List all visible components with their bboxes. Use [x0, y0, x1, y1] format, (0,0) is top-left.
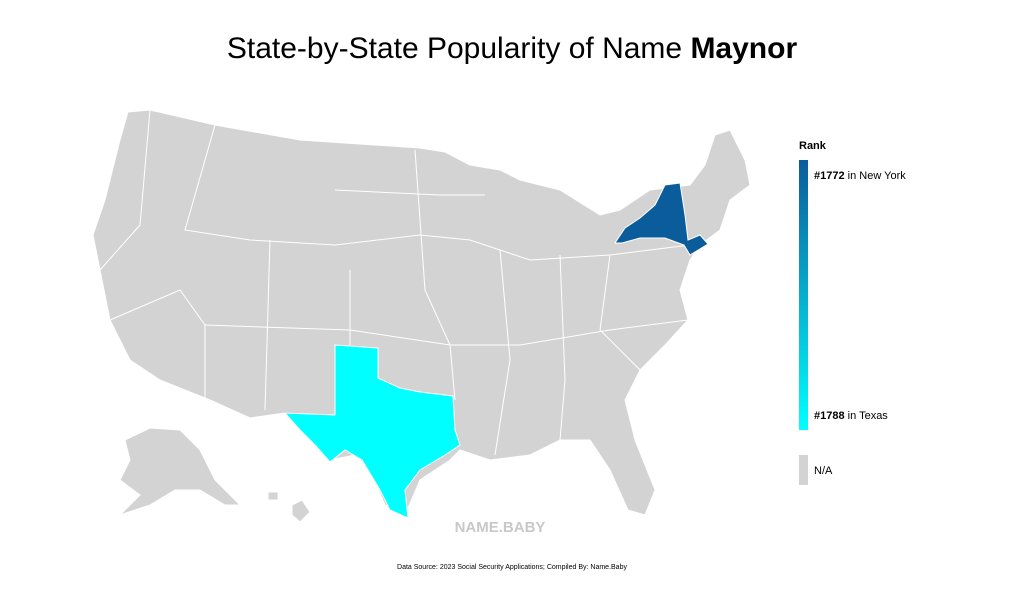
title-text: State-by-State Popularity of Name: [227, 32, 682, 65]
legend-na-swatch: [799, 455, 808, 485]
title: State-by-State Popularity of Name Maynor: [227, 32, 798, 65]
legend-title: Rank: [799, 140, 827, 152]
border: [264, 239, 271, 411]
state-texas: [283, 344, 461, 519]
state-area: [291, 499, 311, 523]
legend-top: #1772 in New York: [814, 170, 906, 182]
legend-gradient: [799, 160, 808, 430]
state-area: [92, 109, 751, 516]
legend-state: in New York: [848, 170, 907, 182]
watermark: NAME.BABY: [455, 519, 546, 536]
border: [494, 249, 511, 456]
border: [184, 124, 691, 261]
state-new-york: [614, 182, 709, 256]
border: [559, 254, 566, 441]
legend-rank: #1772: [814, 170, 845, 182]
border: [99, 109, 151, 271]
border: [599, 254, 641, 371]
legend-state: in Texas: [848, 410, 889, 422]
title-name: Maynor: [690, 32, 797, 65]
border: [334, 189, 485, 196]
legend-rank: #1788: [814, 410, 845, 422]
us-map: [92, 109, 751, 523]
state-area: [267, 491, 279, 501]
border: [109, 289, 206, 400]
legend-bottom: #1788 in Texas: [814, 410, 888, 422]
border: [414, 149, 456, 401]
border: [204, 319, 689, 346]
source: Data Source: 2023 Social Security Applic…: [397, 564, 627, 571]
state-area: [119, 427, 242, 516]
state-borders: [99, 109, 691, 456]
legend-na: N/A: [814, 465, 833, 477]
